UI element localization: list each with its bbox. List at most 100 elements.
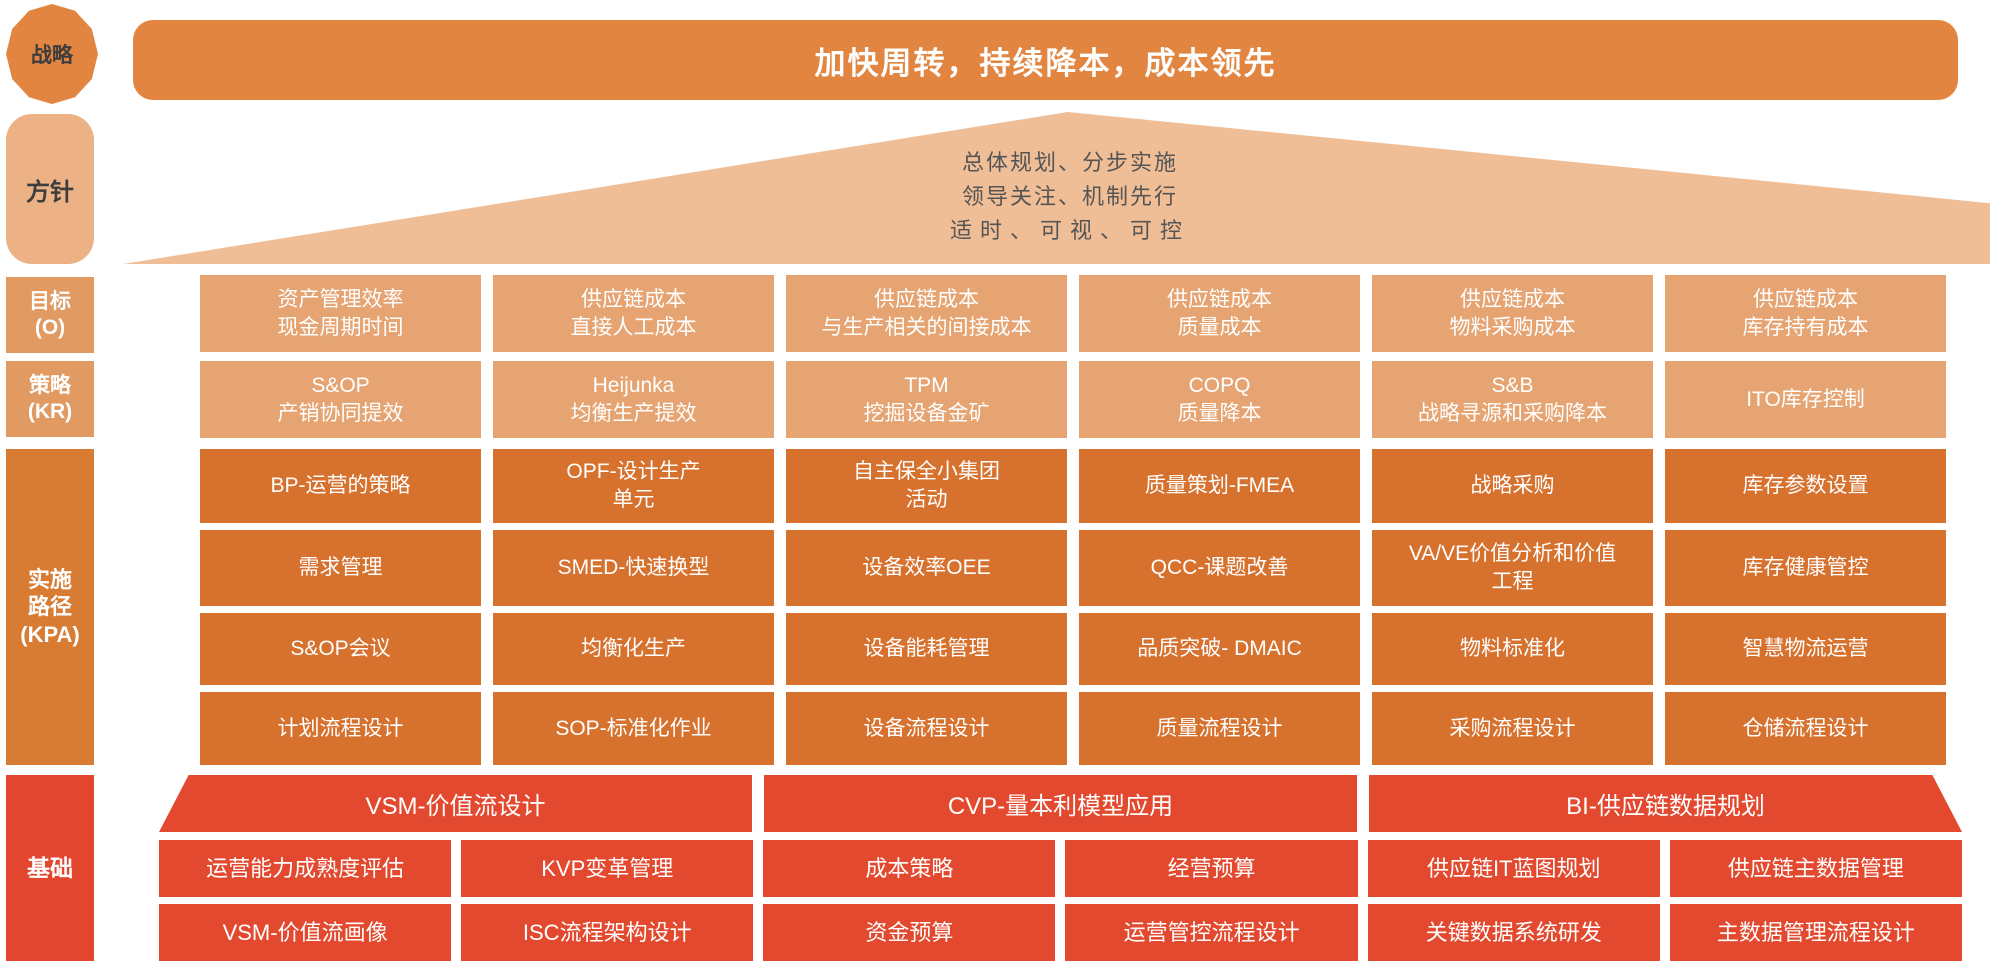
cell-text-line: 仓储流程设计 [1742, 716, 1869, 740]
kpa-cell: BP-运营的策略 [200, 449, 481, 523]
cell-text-line: 挖掘设备金矿 [863, 401, 990, 425]
cell-text-line: 质量流程设计 [1156, 716, 1283, 740]
cell-text-line: 采购流程设计 [1449, 716, 1576, 740]
objective-cell: 供应链成本库存持有成本 [1665, 275, 1946, 352]
cell-text-line: 活动 [905, 488, 948, 511]
sidebar-kpa-line2: 路径 [27, 594, 72, 620]
kpa-cell: 库存参数设置 [1665, 449, 1946, 523]
cell-text-line: 供应链主数据管理 [1727, 855, 1904, 881]
sidebar-objective-line2: (O) [34, 316, 66, 339]
kpa-cell: 质量策划-FMEA [1079, 449, 1360, 523]
kpa-cell: 品质突破- DMAIC [1079, 613, 1360, 685]
kpa-cell: OPF-设计生产 单元 [493, 449, 774, 523]
objective-cell: 供应链成本与生产相关的间接成本 [786, 275, 1067, 352]
cell-text-line: 库存持有成本 [1742, 315, 1869, 339]
strategy-banner: 加快周转，持续降本，成本领先 [133, 20, 1958, 100]
cell-text-line: 供应链成本 [1753, 287, 1858, 311]
cell-text-line: 智慧物流运营 [1742, 637, 1869, 661]
cell-text-line: BP-运营的策略 [270, 474, 411, 498]
cell-text-line: 工程 [1491, 570, 1534, 593]
objective-row: 资产管理效率 现金周期时间 供应链成本 直接人工成本 供应链成本 与生产相关的间接成本 供应… [200, 275, 1946, 352]
kpa-cell: 库存健康管控 [1665, 530, 1946, 606]
kpa-cell: 质量流程设计 [1079, 692, 1360, 765]
foundation-row-2: VSM-价值流画像 ISC流程架构设计 资金预算 运营管控流程设计 关键数据系统研发 主数… [159, 904, 1962, 961]
strategy-badge: 战略 [6, 4, 98, 104]
cell-text-line: 库存健康管控 [1742, 556, 1869, 580]
cell-text-line: 资金预算 [865, 919, 954, 945]
kpa-cell: 设备效率OEE [786, 530, 1067, 606]
kpa-cell: 需求管理 [200, 530, 481, 606]
policy-triangle-caption: 总体规划、分步实施 领导关注、机制先行 适时、可视、可控 [695, 146, 1445, 248]
foundation-cell: 成本策略 [763, 840, 1056, 897]
cell-text-line: SOP-标准化作业 [555, 716, 712, 740]
cell-text-line: VA/VE价值分析和价值 [1408, 542, 1617, 566]
kr-cell: COPQ 质量降本 [1079, 361, 1360, 438]
kpa-cell: 设备流程设计 [786, 692, 1067, 765]
cell-text-line: Heijunka [592, 373, 675, 397]
kpa-row-4: 计划流程设计 SOP-标准化作业 设备流程设计 质量流程设计 采购流程设计 仓储流程设计 [200, 692, 1946, 765]
policy-line2: 领导关注、机制先行 [961, 184, 1178, 210]
cell-text-line: S&OP [311, 373, 370, 397]
cell-text-line: 设备流程设计 [863, 716, 990, 740]
kr-row: S&OP 产销协同提效 Heijunka 均衡生产提效 TPM 挖掘设备金矿 COPQ 质量降… [200, 361, 1946, 438]
policy-label: 方针 [26, 178, 74, 206]
cell-text-line: 供应链成本 [581, 287, 686, 311]
cell-text-line: 库存参数设置 [1742, 474, 1869, 498]
cell-text-line: 供应链成本 [1460, 287, 1565, 311]
cell-text-line: 单元 [612, 488, 655, 511]
cell-text-line: 物料采购成本 [1449, 315, 1576, 339]
cell-text-line: 经营预算 [1167, 855, 1256, 881]
cell-text-line: 品质突破- DMAIC [1137, 637, 1302, 661]
cell-text-line: 关键数据系统研发 [1425, 919, 1602, 945]
kpa-cell: 设备能耗管理 [786, 613, 1067, 685]
kpa-cell: 物料标准化 [1372, 613, 1653, 685]
cell-text-line: 战略采购 [1470, 474, 1555, 498]
cell-text-line: 设备能耗管理 [863, 637, 990, 661]
cell-text-line: 需求管理 [298, 556, 383, 580]
cell-text-line: 质量成本 [1177, 315, 1262, 339]
cell-text-line: COPQ [1188, 373, 1251, 397]
cell-text-line: 运营管控流程设计 [1123, 919, 1300, 945]
foundation-group-bi-label: BI-供应链数据规划 [1566, 793, 1765, 820]
kr-cell: TPM 挖掘设备金矿 [786, 361, 1067, 438]
cell-text-line: 质量策划-FMEA [1144, 474, 1295, 498]
cell-text-line: ISC流程架构设计 [522, 919, 692, 945]
sidebar-kpa-label: 实施 路径 (KPA) [6, 449, 94, 765]
foundation-group-cvp: CVP-量本利模型应用 [764, 775, 1357, 832]
kr-cell: S&OP 产销协同提效 [200, 361, 481, 438]
sidebar-foundation-label: 基础 [6, 775, 94, 961]
sidebar-kr-label: 策略 (KR) [6, 361, 94, 437]
cell-text-line: SMED-快速换型 [557, 556, 710, 580]
sidebar-kr-line2: (KR) [27, 400, 73, 423]
kpa-cell: VA/VE价值分析和价值 工程 [1372, 530, 1653, 606]
kpa-cell: QCC-课题改善 [1079, 530, 1360, 606]
sidebar-kr-line1: 策略 [29, 373, 71, 397]
foundation-cell: 运营能力成熟度评估 [159, 840, 452, 897]
sidebar-kpa-line1: 实施 [27, 566, 72, 592]
foundation-group-vsm-label: VSM-价值流设计 [365, 793, 546, 820]
foundation-cell: 供应链主数据管理 [1669, 840, 1962, 897]
kpa-cell: 战略采购 [1372, 449, 1653, 523]
cell-text-line: 供应链IT蓝图规划 [1426, 855, 1601, 881]
kpa-cell: 智慧物流运营 [1665, 613, 1946, 685]
cell-text-line: ITO库存控制 [1746, 387, 1865, 411]
cell-text-line: 质量降本 [1177, 401, 1262, 425]
foundation-group-vsm: VSM-价值流设计 [159, 775, 752, 832]
cell-text-line: 与生产相关的间接成本 [821, 315, 1032, 339]
foundation-cell: 经营预算 [1065, 840, 1358, 897]
cell-text-line: 供应链成本 [874, 287, 979, 311]
cell-text-line: 运营能力成熟度评估 [206, 855, 405, 881]
kpa-row-3: S&OP会议 均衡化生产 设备能耗管理 品质突破- DMAIC 物料标准化 智慧物流运营 [200, 613, 1946, 685]
foundation-cell: 资金预算 [763, 904, 1056, 961]
sidebar-objective-line1: 目标 [29, 289, 71, 313]
sidebar-kpa-line3: (KPA) [20, 621, 80, 647]
objective-cell: 供应链成本 直接人工成本 [493, 275, 774, 352]
kpa-cell: SOP-标准化作业 [493, 692, 774, 765]
cell-text-line: 物料标准化 [1460, 637, 1565, 661]
cell-text-line: TPM [904, 373, 949, 397]
foundation-cell: 运营管控流程设计 [1065, 904, 1358, 961]
kr-cell: S&B 战略寻源和采购降本 [1372, 361, 1653, 438]
kpa-cell: 自主保全小集团 活动 [786, 449, 1067, 523]
strategy-banner-title: 加快周转，持续降本，成本领先 [814, 45, 1277, 81]
